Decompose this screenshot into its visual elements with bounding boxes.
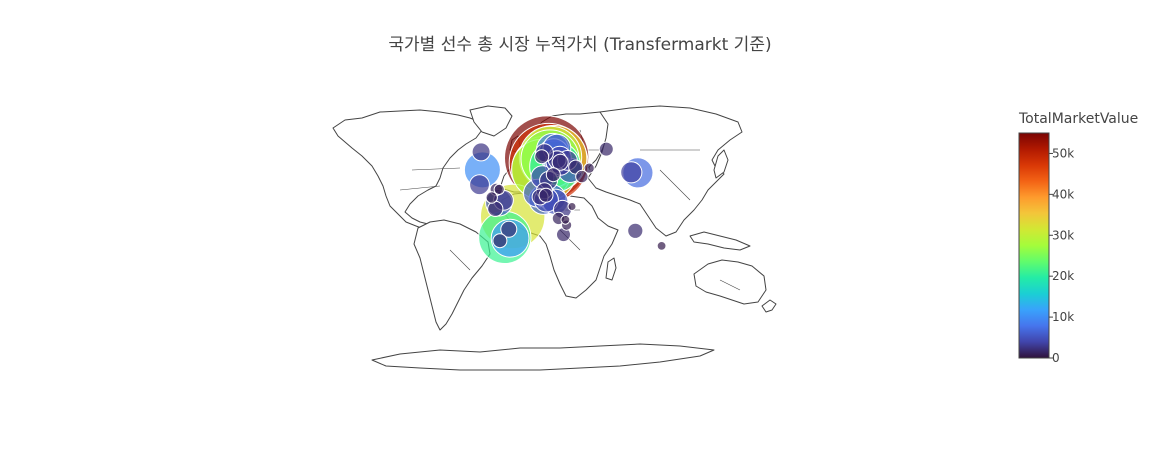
country-bubble[interactable] [627,222,644,239]
land-new-zealand [761,299,777,313]
country-bubble[interactable] [469,174,490,196]
colorbar-ticks: 0 10k 20k 30k 40k 50k [1049,146,1074,365]
country-bubble[interactable] [620,161,643,184]
land-greenland [469,105,513,137]
country-bubble[interactable] [575,169,589,184]
country-bubble[interactable] [598,141,614,157]
country-bubble[interactable] [567,202,577,211]
colorbar-gradient [1018,132,1050,359]
colorbar-tick-label: 30k [1052,228,1074,242]
country-bubble[interactable] [493,183,505,195]
country-bubble[interactable] [492,233,508,249]
chart-title: 국가별 선수 총 시장 누적가치 (Transfermarkt 기준) [388,35,771,55]
colorbar-tick-label: 0 [1052,351,1060,365]
colorbar: TotalMarketValue 0 10k 20k 30k 40k 50k [1018,111,1138,365]
land-southeast-asia [689,231,751,251]
land-north-america [332,109,483,233]
country-bubble[interactable] [471,142,491,162]
colorbar-tick-label: 50k [1052,146,1074,160]
land-australia [693,259,767,305]
land-south-america [413,219,491,331]
country-bubble[interactable] [583,162,595,174]
colorbar-tick-label: 10k [1052,310,1074,324]
country-bubble[interactable] [487,200,504,217]
country-bubble[interactable] [551,153,569,171]
land-madagascar [605,257,617,281]
land-asia [587,105,743,237]
country-bubble[interactable] [560,214,571,225]
colorbar-tick-label: 40k [1052,187,1074,201]
colorbar-tick-label: 20k [1052,269,1074,283]
country-bubble[interactable] [538,187,554,203]
country-bubble[interactable] [545,167,561,183]
land-antarctica [371,343,715,371]
bubbles-layer [463,115,667,264]
country-bubble[interactable] [500,220,518,238]
land-japan [713,149,729,179]
country-bubble[interactable] [485,191,498,204]
world-map [332,105,777,371]
country-bubble[interactable] [534,149,550,165]
colorbar-title: TotalMarketValue [1018,111,1138,127]
country-bubble[interactable] [656,241,667,251]
